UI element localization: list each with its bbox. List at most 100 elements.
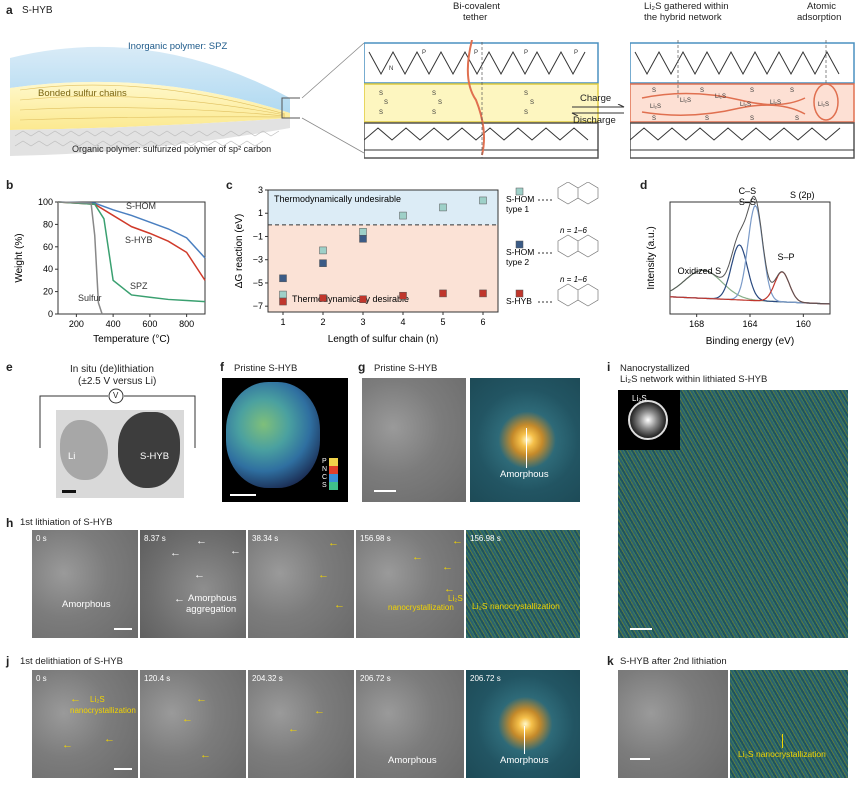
- panel-g-label: g: [358, 360, 366, 374]
- panel-i-title-l2: Li₂S network within lithiated S-HYB: [620, 374, 768, 385]
- x-axis-label: Length of sulfur chain (n): [328, 334, 439, 345]
- svg-text:S: S: [652, 88, 656, 94]
- y-tick-label: 80: [43, 219, 53, 229]
- yellow-arrow: ←: [70, 693, 81, 705]
- x-tick-label: 3: [360, 317, 365, 327]
- y-tick-label: −5: [253, 278, 263, 288]
- panel-h-amorphous: Amorphous: [62, 599, 111, 610]
- panel-j-amorphous: Amorphous: [388, 755, 437, 766]
- panel-a-tether-l1: Bi-covalent: [453, 1, 500, 12]
- svg-text:Li₂S: Li₂S: [770, 100, 781, 106]
- desirable-region: [268, 224, 498, 312]
- data-point: [359, 235, 367, 243]
- li-particle: [60, 420, 108, 480]
- panel-j-nano-l1: Li₂S: [90, 695, 105, 704]
- svg-text:P: P: [524, 50, 528, 56]
- svg-text:P: P: [422, 50, 426, 56]
- x-tick-label: 6: [480, 317, 485, 327]
- white-arrow: ←: [196, 535, 207, 547]
- series-label: Sulfur: [78, 293, 102, 303]
- equilibrium-arrows: [571, 104, 625, 116]
- peak-label-cs: C–S: [739, 186, 757, 196]
- undesirable-label: Thermodynamically undesirable: [274, 194, 401, 204]
- legend-n-range: n = 1–6: [560, 226, 587, 235]
- x-tick-label: 5: [440, 317, 445, 327]
- panel-a-atomic-l2: adsorption: [797, 12, 842, 23]
- svg-text:S: S: [750, 116, 754, 122]
- panel-k-fft: Li₂S nanocrystallization: [730, 670, 848, 778]
- panel-j-label: j: [6, 654, 10, 668]
- data-point: [439, 203, 447, 212]
- panel-c-chart: Thermodynamically undesirable Thermodynam…: [234, 182, 599, 345]
- panel-j-nano-l2: nanocrystallization: [70, 706, 136, 715]
- panel-e-title-l1: In situ (de)lithiation: [70, 364, 154, 375]
- peak-component: [669, 204, 831, 305]
- panel-g-tem: [362, 378, 466, 502]
- svg-text:S: S: [432, 110, 436, 116]
- yellow-arrow: ←: [288, 723, 299, 735]
- x-axis-label: Temperature (°C): [93, 334, 170, 345]
- y-tick-label: 100: [38, 197, 53, 207]
- panel-g-fft: Amorphous: [470, 378, 580, 502]
- panel-h-title: 1st lithiation of S-HYB: [20, 517, 113, 528]
- data-point: [439, 289, 447, 298]
- yellow-arrow: ←: [182, 713, 193, 725]
- peak-label-ss: S–S: [739, 197, 756, 207]
- series-line-sulfur: [57, 201, 103, 315]
- svg-text:S: S: [530, 100, 534, 106]
- panel-i-fft-network: Li₂S: [618, 390, 848, 638]
- plot-frame: [267, 189, 499, 313]
- panel-a-atomic-l1: Atomic: [807, 1, 837, 12]
- data-point: [279, 274, 287, 283]
- panel-h-aggregation-l2: aggregation: [186, 604, 237, 615]
- white-arrow: ←: [174, 593, 185, 605]
- svg-text:S: S: [705, 116, 709, 122]
- panel-g-title: Pristine S-HYB: [374, 363, 438, 374]
- panel-a-gathered-l1: Li₂S gathered within: [644, 1, 729, 12]
- x-tick-label: 200: [69, 319, 84, 329]
- x-tick-label: 2: [320, 317, 325, 327]
- panel-a-right-schematic: Li₂S Li₂S Li₂S Li₂S Li₂S Li₂S S S S S S S S S: [630, 40, 855, 159]
- y-tick-label: −7: [253, 301, 263, 311]
- molecule-structure: [557, 234, 599, 258]
- panel-e-label: e: [6, 360, 13, 374]
- svg-text:Li₂S: Li₂S: [715, 94, 726, 100]
- y-tick-label: 60: [43, 242, 53, 252]
- desirable-label: Thermodynamically desirable: [292, 294, 409, 304]
- yellow-arrow: ←: [412, 551, 423, 563]
- y-axis-label: Weight (%): [14, 233, 25, 282]
- legend-label: S-HYB: [506, 296, 532, 306]
- y-tick-label: 40: [43, 264, 53, 274]
- panel-a-bonded-label: Bonded sulfur chains: [38, 88, 127, 99]
- panel-k-fft-label: Li₂S nanocrystallization: [738, 749, 826, 759]
- panel-h-nano-l1: Li₂S: [448, 594, 463, 603]
- panel-j-frame-1: 0 s Li₂S ← nanocrystallization ← ←: [32, 670, 138, 778]
- legend-label: type 2: [506, 257, 529, 267]
- svg-text:S: S: [432, 91, 436, 97]
- x-tick-label: 4: [400, 317, 405, 327]
- panel-e-title-l2: (±2.5 V versus Li): [78, 376, 157, 387]
- legend-swatch: [515, 187, 524, 196]
- white-arrow: ←: [170, 547, 181, 559]
- panel-k-tem: [618, 670, 728, 778]
- panel-h-label: h: [6, 516, 14, 530]
- svg-text:S: S: [379, 91, 383, 97]
- panel-f-title: Pristine S-HYB: [234, 363, 298, 374]
- panel-e-tem-image: Li S-HYB: [56, 410, 184, 498]
- svg-text:Li₂S: Li₂S: [740, 102, 751, 108]
- panel-a-zoom-lines: [301, 42, 365, 154]
- y-tick-label: 20: [43, 287, 53, 297]
- panel-a-tether-l2: tether: [463, 12, 488, 23]
- panel-j-frame-3: 204.32 s ← ←: [248, 670, 354, 778]
- chart-title: S (2p): [790, 190, 815, 200]
- undesirable-region: [268, 190, 498, 225]
- svg-text:S: S: [750, 88, 754, 94]
- panel-j-fft-amorphous: Amorphous: [500, 755, 549, 766]
- legend-swatch: [515, 240, 524, 249]
- scale-bar: [230, 494, 256, 496]
- panel-f-label: f: [220, 360, 224, 374]
- svg-text:P: P: [474, 50, 478, 56]
- white-arrow: ←: [230, 545, 241, 557]
